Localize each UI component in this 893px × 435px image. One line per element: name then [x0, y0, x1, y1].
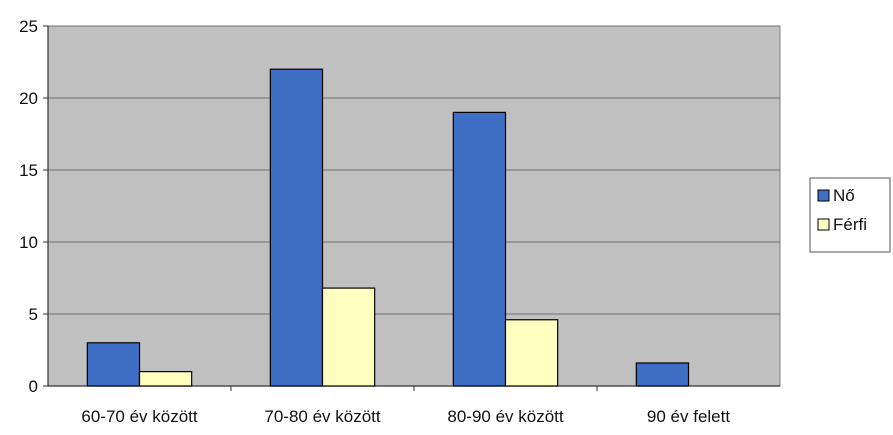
legend: Nő Férfi [809, 177, 891, 253]
y-tick-label: 25 [19, 17, 38, 36]
legend-label: Nő [833, 186, 855, 205]
x-tick-label: 60-70 év között [81, 407, 198, 426]
bar-Férfi-2 [504, 319, 559, 387]
bar-Férfi-1 [321, 287, 376, 387]
legend-swatch-Nő [817, 189, 830, 202]
x-tick-label: 80-90 év között [447, 407, 564, 426]
bar-Nő-2 [452, 111, 507, 387]
y-tick-label: 0 [29, 377, 38, 396]
y-tick-label: 10 [19, 233, 38, 252]
bar-Nő-3 [635, 362, 690, 387]
plot-area [47, 25, 781, 387]
plot-background [47, 25, 781, 387]
y-tick-label: 20 [19, 89, 38, 108]
x-tick-label: 70-80 év között [264, 407, 381, 426]
bar-Nő-1 [269, 68, 324, 387]
y-tick-label: 15 [19, 161, 38, 180]
legend-label: Férfi [833, 215, 867, 234]
bar-Férfi-0 [138, 371, 193, 387]
x-tick-label: 90 év felett [647, 407, 730, 426]
y-tick-label: 5 [29, 305, 38, 324]
x-axis: 60-70 év között 70-80 év között 80-90 év k… [48, 385, 780, 426]
y-axis: 0 5 10 15 20 25 [19, 17, 49, 396]
bars [86, 68, 690, 387]
bar-Nő-0 [86, 342, 141, 387]
legend-swatch-Férfi [817, 218, 830, 231]
